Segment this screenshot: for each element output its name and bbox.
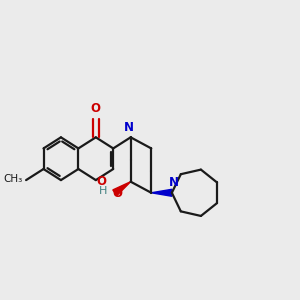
Text: N: N [168, 176, 178, 189]
Polygon shape [151, 189, 172, 196]
Text: CH₃: CH₃ [3, 175, 22, 184]
Text: H: H [98, 186, 107, 196]
Text: O: O [112, 187, 122, 200]
Text: N: N [124, 121, 134, 134]
Text: O: O [97, 175, 106, 188]
Polygon shape [113, 182, 131, 196]
Text: O: O [91, 102, 101, 115]
